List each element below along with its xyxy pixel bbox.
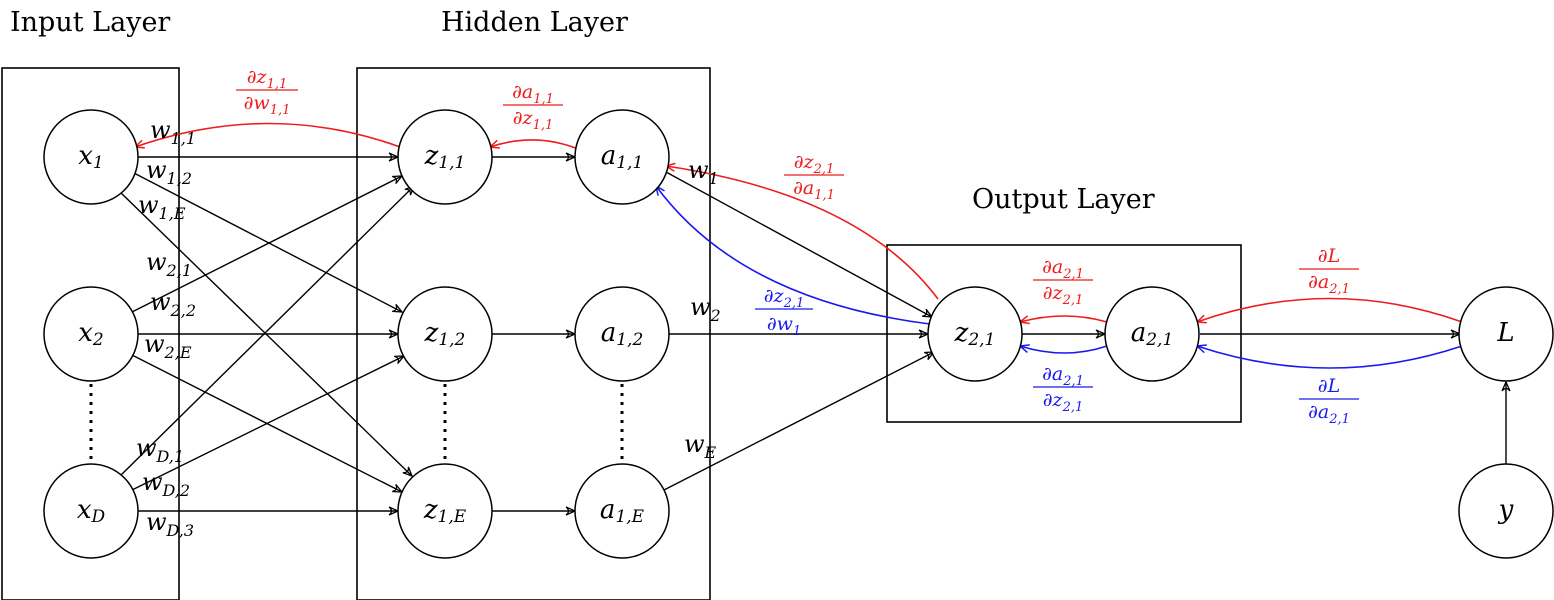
svg-text:z1,1: z1,1 — [424, 141, 466, 173]
svg-text:∂L: ∂L — [1318, 245, 1340, 267]
svg-text:∂z1,1: ∂z1,1 — [247, 66, 288, 92]
weight-w22: w2,2 — [150, 288, 196, 320]
input-to-hidden-edges — [117, 152, 416, 516]
weight-wE: wE — [684, 430, 717, 462]
node-a1E: a1,E — [574, 463, 670, 559]
weight-w21: w2,1 — [146, 248, 192, 280]
node-x2: x2 — [43, 286, 139, 382]
output-layer-title: Output Layer — [972, 184, 1155, 215]
grad-da21-dz21-red: ∂a2,1 ∂z2,1 — [1033, 256, 1093, 308]
node-xD: xD — [43, 463, 139, 559]
weight-wD3: wD,3 — [146, 508, 194, 540]
weight-w1: w1 — [688, 156, 719, 188]
svg-text:x2: x2 — [78, 318, 104, 350]
weight-wD1: wD,1 — [136, 434, 184, 466]
svg-text:z2,1: z2,1 — [954, 318, 996, 350]
svg-text:x1: x1 — [78, 141, 104, 173]
svg-text:∂z2,1: ∂z2,1 — [1043, 389, 1084, 415]
grad-dz21-dw1: ∂z2,1 ∂w1 — [755, 285, 813, 339]
weight-w11: w1,1 — [150, 116, 196, 148]
red-gradient-arrows — [133, 122, 1463, 325]
hidden-to-output-edges — [663, 171, 936, 491]
node-z21: z2,1 — [927, 286, 1023, 382]
svg-text:∂a1,1: ∂a1,1 — [793, 177, 835, 203]
svg-text:∂a1,1: ∂a1,1 — [512, 81, 554, 107]
z-to-a-edges — [492, 152, 577, 516]
svg-text:xD: xD — [77, 495, 106, 527]
node-y: y — [1458, 463, 1554, 559]
node-a12: a1,2 — [574, 286, 670, 382]
svg-text:z1,E: z1,E — [423, 495, 467, 527]
svg-text:∂w1: ∂w1 — [767, 313, 801, 339]
node-x1: x1 — [43, 109, 139, 205]
node-z11: z1,1 — [397, 109, 493, 205]
weight-w12: w1,2 — [146, 156, 192, 188]
svg-text:∂w1,1: ∂w1,1 — [244, 92, 291, 118]
node-a21: a2,1 — [1104, 286, 1200, 382]
node-z1E: z1,E — [397, 463, 493, 559]
svg-text:z1,2: z1,2 — [424, 318, 466, 350]
node-a11: a1,1 — [574, 109, 670, 205]
svg-text:∂z2,1: ∂z2,1 — [764, 285, 805, 311]
node-L: L — [1458, 286, 1554, 382]
weight-w2E: w2,E — [144, 330, 192, 362]
svg-text:a1,E: a1,E — [600, 495, 645, 527]
weight-w2: w2 — [690, 293, 721, 325]
hidden-layer-title: Hidden Layer — [441, 7, 628, 38]
node-z12: z1,2 — [397, 286, 493, 382]
svg-text:a1,1: a1,1 — [601, 141, 644, 173]
grad-dz21-da11: ∂z2,1 ∂a1,1 — [784, 151, 844, 203]
grad-da21-dz21-blue: ∂a2,1 ∂z2,1 — [1033, 363, 1093, 415]
svg-text:a2,1: a2,1 — [1131, 318, 1174, 350]
svg-text:L: L — [1496, 318, 1514, 348]
weight-wD2: wD,2 — [142, 468, 190, 500]
svg-text:∂a2,1: ∂a2,1 — [1308, 401, 1350, 427]
grad-da11-dz11: ∂a1,1 ∂z1,1 — [503, 81, 563, 133]
output-edges — [1022, 329, 1511, 464]
svg-text:∂L: ∂L — [1318, 375, 1340, 397]
grad-dL-da21-blue: ∂L ∂a2,1 — [1299, 375, 1359, 427]
blue-gradient-arrows — [654, 184, 1463, 369]
svg-text:∂a2,1: ∂a2,1 — [1042, 256, 1084, 282]
svg-text:a1,2: a1,2 — [601, 318, 644, 350]
weight-w1E: w1,E — [138, 191, 186, 223]
svg-text:∂a2,1: ∂a2,1 — [1042, 363, 1084, 389]
input-layer-title: Input Layer — [10, 7, 170, 38]
svg-text:y: y — [1498, 495, 1514, 525]
svg-text:∂a2,1: ∂a2,1 — [1308, 271, 1350, 297]
weight-labels: w1,1 w1,2 w1,E w2,1 w2,2 w2,E wD,1 wD,2 … — [136, 116, 721, 540]
svg-text:∂z2,1: ∂z2,1 — [794, 151, 835, 177]
grad-dz11-dw11: ∂z1,1 ∂w1,1 — [236, 66, 298, 118]
svg-text:∂z1,1: ∂z1,1 — [513, 107, 554, 133]
svg-text:∂z2,1: ∂z2,1 — [1043, 282, 1084, 308]
grad-dL-da21-red: ∂L ∂a2,1 — [1299, 245, 1359, 297]
